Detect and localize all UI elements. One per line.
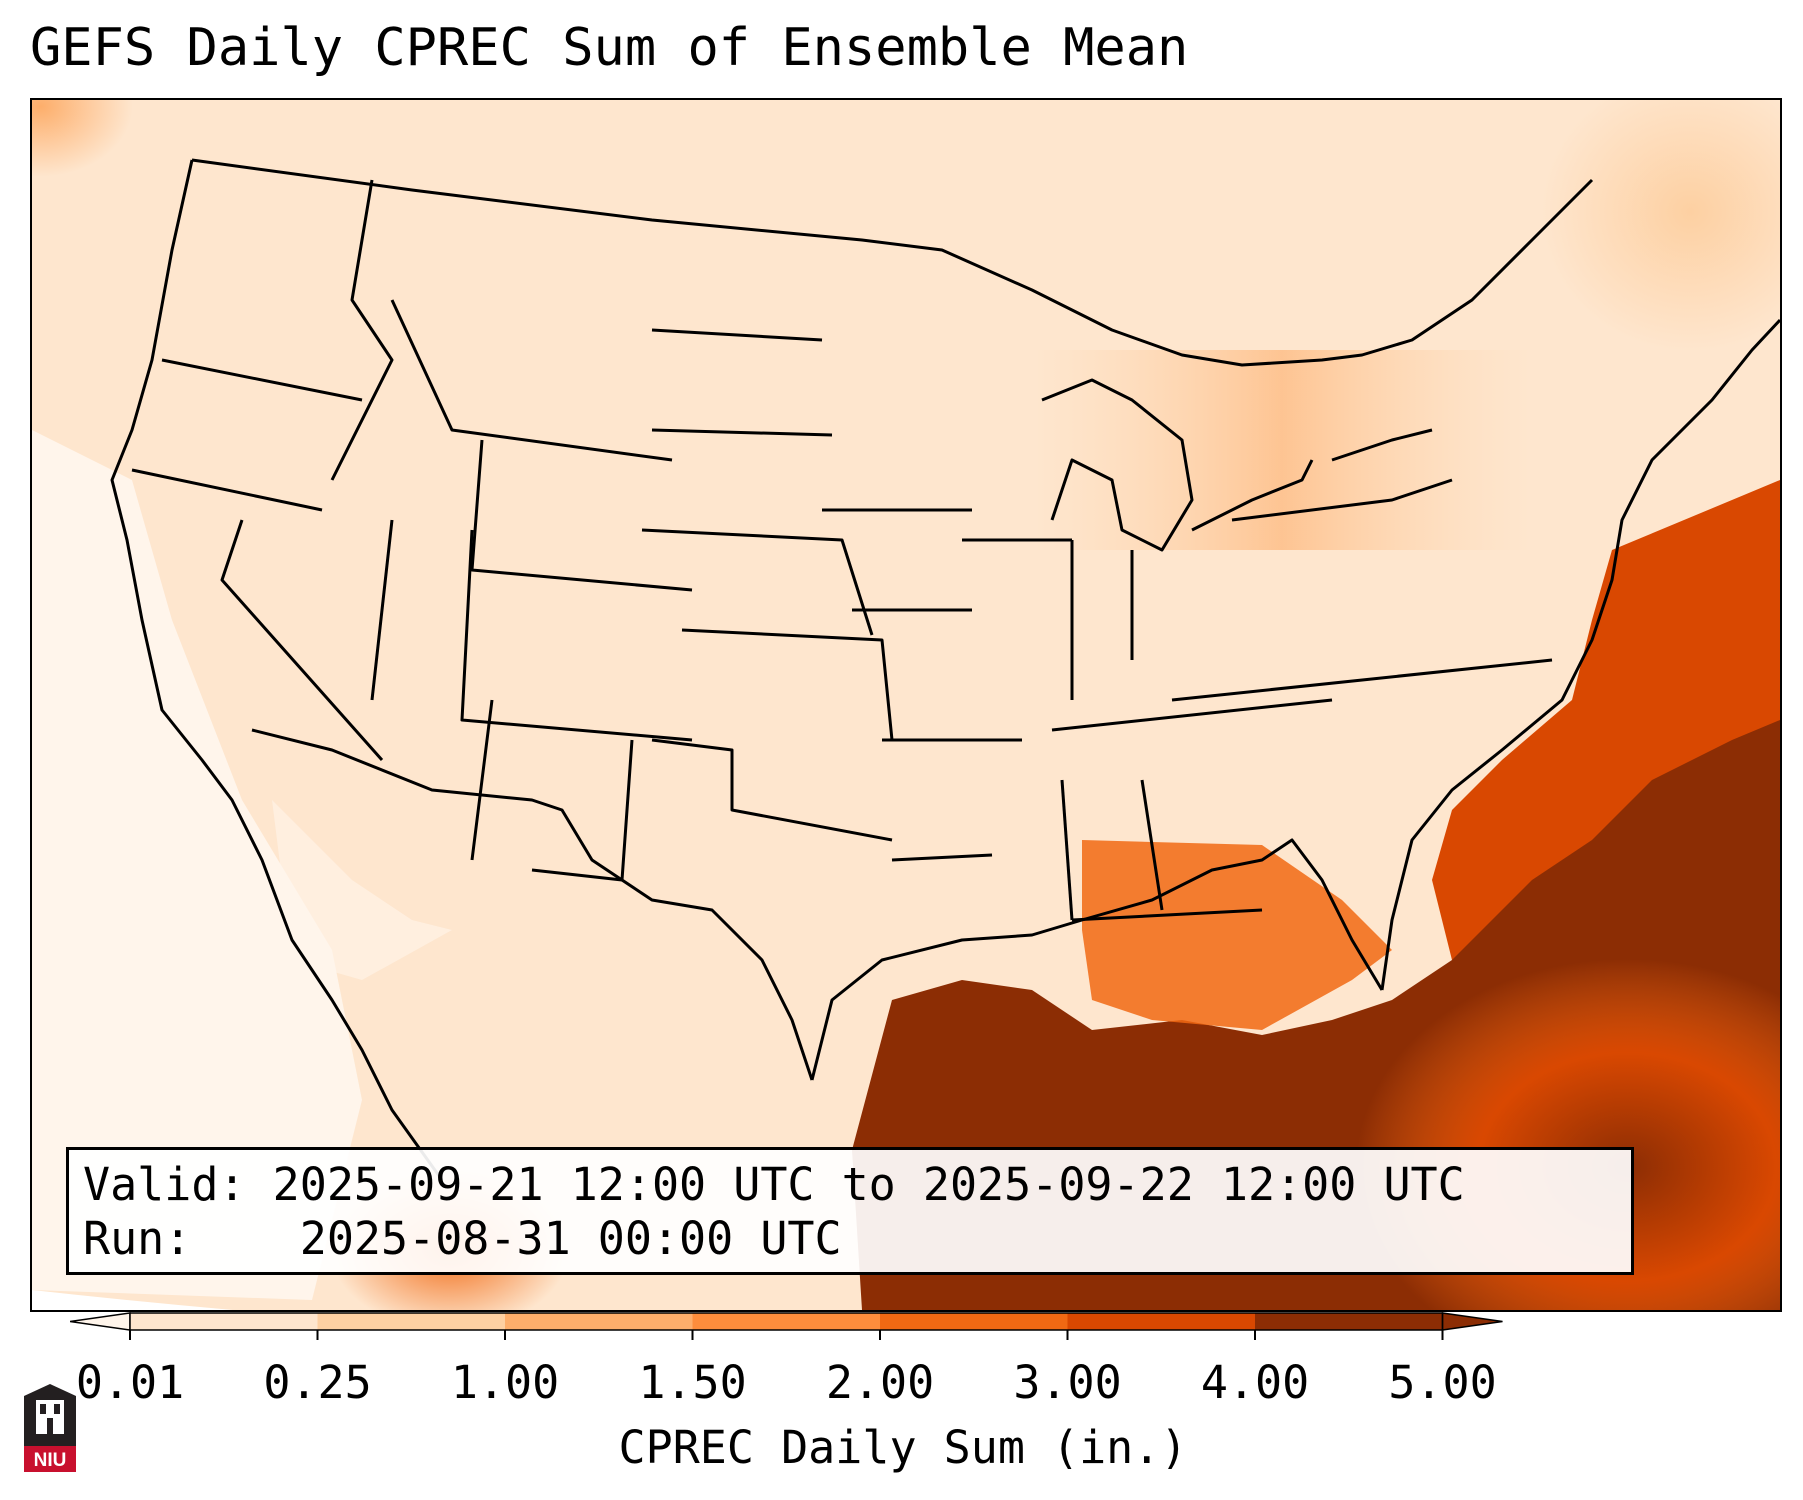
line-nv-ut (370, 519, 394, 701)
line-wa-or (161, 358, 363, 402)
colorbar-outline (129, 1312, 1444, 1331)
colorbar-over-extension (1441, 1312, 1503, 1331)
run-info-box: Valid: 2025-09-21 12:00 UTC to 2025-09-2… (66, 1147, 1634, 1275)
line-mt-wy (390, 299, 673, 462)
colorbar-tick-label: 1.50 (638, 1356, 747, 1409)
run-row: Run: 2025-08-31 00:00 UTC (83, 1212, 1631, 1266)
line-ut-co (460, 529, 693, 742)
colorbar-tick-label: 4.00 (1200, 1356, 1310, 1409)
precipitation-map (30, 98, 1782, 1312)
line-al-ga (1140, 779, 1164, 911)
line-pa-ny (1231, 478, 1453, 522)
line-id-mt (330, 179, 394, 481)
line-az-nm (470, 699, 494, 861)
niu-logo: NIU (24, 1384, 76, 1472)
colorbar-segment (130, 1313, 318, 1330)
atlantic-coast (1380, 318, 1780, 991)
colorbar-segment (692, 1313, 880, 1330)
run-value: 2025-08-31 00:00 UTC (299, 1212, 842, 1265)
line-ca-nv (220, 519, 384, 761)
colorbar-segment (1255, 1313, 1443, 1330)
colorbar-tick-label: 0.01 (75, 1356, 185, 1409)
us-canada-border (191, 158, 1594, 367)
page-title: GEFS Daily CPREC Sum of Ensemble Mean (30, 18, 1189, 78)
line-ga-fl (1071, 908, 1263, 922)
lakes-band (1032, 350, 1532, 550)
southwest-light-area (272, 800, 452, 980)
gulf-coast (810, 838, 1384, 1081)
line-ne-ks (641, 528, 874, 636)
colorbar-segment (505, 1313, 693, 1330)
line-sd-ne (651, 428, 833, 437)
colorbar-tick-label: 1.00 (450, 1356, 560, 1409)
line-great-lakes (1041, 378, 1194, 552)
line-ok-tx (651, 738, 893, 842)
line-lake-erie (1191, 459, 1314, 532)
colorbar-label: CPREC Daily Sum (in.) (618, 1421, 1188, 1474)
line-nd-sd (651, 328, 823, 342)
line-ar-la (891, 853, 993, 862)
line-ms-al (1060, 779, 1074, 921)
coastline-west (110, 159, 444, 1181)
logo-text: NIU (34, 1450, 67, 1471)
line-nc-va (1171, 658, 1553, 702)
colorbar-under-extension (70, 1312, 131, 1331)
line-tn-ky (1051, 698, 1333, 732)
west-coast-heavy-band (32, 100, 452, 420)
colorbar-segment (317, 1313, 505, 1330)
run-label: Run: (83, 1212, 192, 1265)
line-wy-co (470, 439, 693, 592)
us-mexico-border (251, 728, 814, 1081)
pacific-light-area (32, 430, 362, 1300)
colorbar-tick-label: 5.00 (1388, 1356, 1497, 1409)
colorbar-tick-label: 2.00 (825, 1356, 935, 1409)
colorbar-tick-label: 0.25 (263, 1356, 372, 1409)
valid-row: Valid: 2025-09-21 12:00 UTC to 2025-09-2… (83, 1158, 1631, 1212)
logo-banner (24, 1446, 76, 1472)
valid-label: Valid: (83, 1158, 246, 1211)
colorbar (70, 1312, 1503, 1340)
line-nm-tx (531, 739, 634, 882)
colorbar-segment (1067, 1313, 1255, 1330)
colorbar-tick-label: 3.00 (1013, 1356, 1122, 1409)
line-ks-ok (681, 628, 894, 741)
valid-value: 2025-09-21 12:00 UTC to 2025-09-22 12:00… (272, 1158, 1465, 1211)
colorbar-segment (880, 1313, 1068, 1330)
line-or-ca (131, 468, 323, 512)
line-lake-ontario (1331, 428, 1433, 462)
boundary-lines (110, 158, 1780, 1181)
